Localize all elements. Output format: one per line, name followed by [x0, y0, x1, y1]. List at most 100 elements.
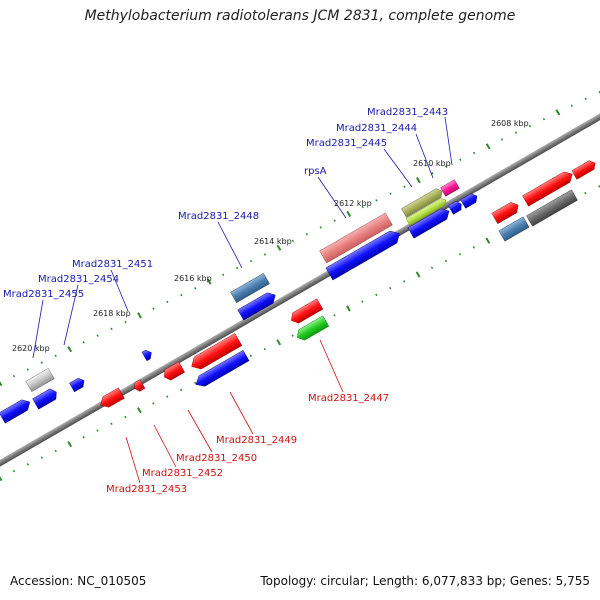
minor-tick [458, 252, 462, 256]
minor-tick [584, 191, 587, 195]
label-2451[interactable]: Mrad2831_2451 [72, 259, 153, 270]
gene-2449[interactable] [188, 333, 243, 372]
minor-tick [40, 456, 43, 459]
minor-tick [180, 388, 183, 392]
gene-far-left-blue[interactable] [0, 397, 33, 424]
gene-2455-blue[interactable] [32, 387, 60, 410]
genome-backbone [0, 107, 600, 473]
gene-2443[interactable] [440, 179, 460, 197]
gene-2445[interactable] [401, 187, 444, 218]
gene-far-right-dark[interactable] [526, 189, 578, 227]
minor-tick [194, 287, 197, 290]
minor-tick [152, 402, 155, 405]
minor-tick [193, 381, 197, 385]
gene-2450[interactable] [161, 361, 185, 382]
label-2444[interactable]: Mrad2831_2444 [336, 123, 417, 134]
gene-2453[interactable] [98, 387, 125, 410]
minor-tick [570, 104, 573, 107]
minor-tick [430, 266, 434, 269]
gene-rpsA[interactable] [319, 212, 393, 264]
gene-far-right-steel[interactable] [498, 216, 530, 242]
gene-2455[interactable] [25, 368, 55, 392]
major-tick [346, 210, 352, 217]
minor-tick [249, 354, 253, 358]
major-tick [137, 407, 142, 414]
gene-2449-blue[interactable] [193, 350, 250, 389]
minor-tick [263, 347, 266, 351]
gene-2446-blue[interactable] [407, 206, 452, 239]
gene-2448[interactable] [230, 273, 270, 303]
label-2453[interactable]: Mrad2831_2453 [106, 484, 187, 495]
minor-tick [389, 192, 392, 195]
minor-tick [514, 131, 518, 134]
major-tick [485, 143, 491, 150]
minor-tick [235, 266, 239, 270]
minor-tick [403, 280, 406, 283]
major-tick [67, 346, 73, 353]
genome-title: Methylobacterium radiotolerans JCM 2831,… [84, 8, 516, 24]
minor-tick [110, 327, 113, 331]
gene-rpsA-blue[interactable] [325, 227, 403, 281]
label-2443[interactable]: Mrad2831_2443 [367, 107, 448, 118]
label-2445[interactable]: Mrad2831_2445 [306, 138, 387, 149]
label-2447[interactable]: Mrad2831_2447 [308, 393, 389, 404]
minor-tick [166, 300, 169, 304]
leader-2452 [153, 424, 177, 468]
label-2454[interactable]: Mrad2831_2454 [38, 274, 119, 285]
label-2450[interactable]: Mrad2831_2450 [176, 453, 257, 464]
minor-tick [472, 246, 476, 249]
gene-2452[interactable] [132, 379, 146, 393]
gene-2445-lime[interactable] [405, 197, 448, 226]
accession-text: Accession: NC_010505 [10, 574, 147, 588]
gene-2451[interactable] [141, 348, 154, 362]
leader-2454 [63, 284, 79, 346]
gene-far-right-red-1[interactable] [571, 159, 598, 180]
minor-tick [291, 239, 295, 243]
leader-2443 [444, 116, 453, 166]
gene-2447[interactable] [288, 298, 324, 326]
minor-tick [305, 232, 308, 236]
minor-tick [431, 172, 434, 175]
minor-tick [152, 307, 155, 310]
gene-2448-blue[interactable] [237, 290, 279, 321]
minor-tick [445, 165, 448, 168]
minor-tick [333, 313, 336, 317]
ruler-label-2618: 2618 kbp [93, 309, 131, 318]
gene-far-right-red-3[interactable] [491, 200, 521, 224]
ruler-label-2620: 2620 kbp [12, 344, 50, 353]
label-2452[interactable]: Mrad2831_2452 [142, 468, 223, 479]
gene-2454[interactable] [69, 376, 86, 393]
minor-tick [319, 226, 322, 229]
outer-scale-track [0, 90, 600, 387]
minor-tick [54, 354, 57, 358]
minor-tick [584, 97, 587, 101]
gene-far-right-red-2[interactable] [522, 169, 575, 207]
ruler-label-2612: 2612 kbp [334, 199, 372, 208]
reverse-genes [98, 298, 330, 410]
minor-tick [249, 259, 253, 263]
minor-tick [542, 117, 546, 121]
major-tick [555, 109, 561, 116]
label-2455[interactable]: Mrad2831_2455 [3, 289, 84, 300]
minor-tick [291, 334, 294, 337]
minor-tick [40, 361, 43, 364]
major-tick [415, 271, 421, 278]
gene-2444[interactable] [448, 200, 463, 215]
gene-2447-green[interactable] [294, 315, 330, 343]
label-rpsA[interactable]: rpsA [304, 166, 327, 177]
leader-2447 [319, 339, 344, 393]
gene-2443-b[interactable] [460, 192, 480, 209]
major-tick [485, 237, 491, 244]
leader-lines [32, 116, 453, 484]
minor-tick [12, 374, 16, 378]
label-2448[interactable]: Mrad2831_2448 [178, 211, 259, 222]
minor-tick [403, 185, 406, 189]
label-2449[interactable]: Mrad2831_2449 [216, 435, 297, 446]
minor-tick [26, 368, 30, 371]
ruler-label-2616: 2616 kbp [174, 274, 212, 283]
ruler-labels: 2608 kbp 2610 kbp 2612 kbp 2614 kbp 2616… [12, 119, 529, 353]
major-tick [137, 312, 142, 319]
minor-tick [221, 273, 225, 277]
leader-2453 [125, 436, 141, 484]
